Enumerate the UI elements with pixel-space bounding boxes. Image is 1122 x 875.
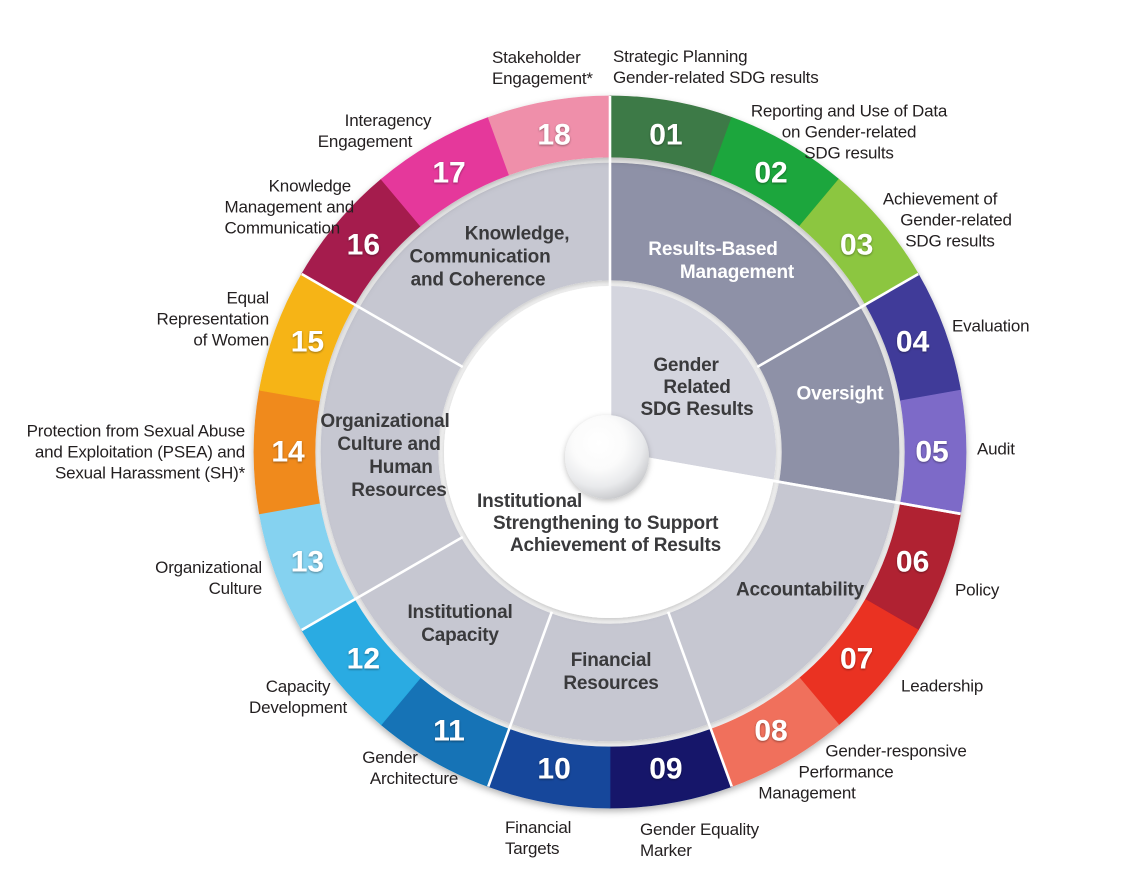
segment-number-18: 18	[537, 118, 570, 151]
segment-number-13: 13	[291, 546, 324, 579]
divider-line	[666, 611, 733, 787]
segment-number-12: 12	[347, 642, 380, 675]
divider-line	[301, 272, 464, 369]
category-arc-results-based-management	[609, 162, 861, 367]
divider-lines	[301, 96, 961, 787]
segment-number-04: 04	[896, 325, 930, 358]
segment-number-16: 16	[347, 229, 380, 262]
segment-number-02: 02	[754, 157, 787, 190]
outer-ring	[253, 95, 967, 809]
divider-line	[629, 454, 961, 516]
segment-number-03: 03	[840, 229, 873, 262]
segment-number-15: 15	[291, 325, 324, 358]
segment-number-07: 07	[840, 642, 873, 675]
segment-number-05: 05	[915, 436, 948, 469]
center-sphere	[565, 415, 649, 499]
segment-number-10: 10	[537, 753, 570, 786]
segment-number-06: 06	[896, 546, 929, 579]
category-arc-accountability	[668, 481, 895, 724]
middle-ring	[320, 162, 900, 742]
divider-line	[487, 611, 554, 787]
segment-number-17: 17	[432, 157, 465, 190]
category-arc-knowledge-communication-and-coherence	[359, 162, 611, 367]
segment-number-08: 08	[754, 714, 787, 747]
segment-number-01: 01	[649, 118, 682, 151]
segment-number-09: 09	[649, 753, 682, 786]
gender-sdg-results-wedge	[610, 286, 777, 481]
divider-line	[301, 535, 464, 632]
segment-number-14: 14	[271, 436, 305, 469]
segment-number-11: 11	[433, 714, 465, 747]
segment-numbers: 01 02 03 04 05 06 07 08 09 10 11 12 13 14 15 16 17 18	[271, 118, 948, 785]
divider-line	[756, 272, 919, 369]
category-arc-organizational-culture-and-human-resources	[320, 307, 462, 597]
